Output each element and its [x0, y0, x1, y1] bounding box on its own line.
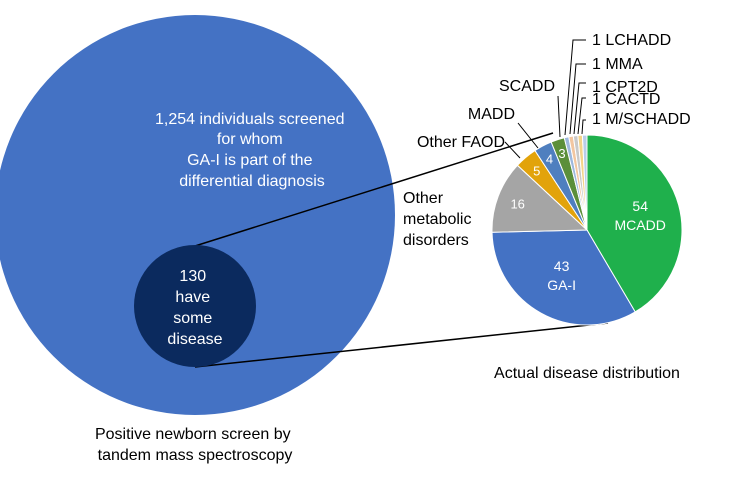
- pie-value-label-line: 54: [632, 198, 648, 214]
- pie-category-label-cpt2d: 1 CPT2D: [592, 79, 658, 96]
- connector-line-bottom: [194, 322, 609, 368]
- pie-value-label-scadd: 3: [558, 146, 565, 161]
- connector-line-top: [194, 132, 554, 247]
- pie-slice-m-schadd: [581, 134, 588, 231]
- pie-value-label-madd: 4: [546, 152, 553, 167]
- disease-text-line: some: [173, 310, 212, 327]
- pie-slice-other-metabolic-disorders: [491, 164, 589, 233]
- pie-category-label-line: 1 CACTD: [592, 91, 660, 108]
- screen-caption: Positive newborn screen by tandem mass s…: [95, 426, 295, 464]
- pie-value-label-ga-i: 43 GA-I: [547, 258, 576, 293]
- pie-category-label-line: disorders: [403, 232, 469, 249]
- disease-text-line: disease: [167, 331, 222, 348]
- pie-slice-mcadd: [586, 134, 683, 313]
- pie-category-label-madd: MADD: [468, 106, 515, 123]
- pie-category-label-line: 1 M/SCHADD: [592, 111, 691, 128]
- disease-pie: [491, 134, 683, 326]
- leader-line-other-faod: [504, 141, 521, 159]
- leader-line-cactd: [577, 97, 586, 135]
- pie-value-label-line: 43: [554, 258, 570, 274]
- pie-category-label-scadd: SCADD: [499, 78, 555, 95]
- disease-text-line: 130: [179, 268, 206, 285]
- pie-category-label-other-faod: Other FAOD: [417, 134, 505, 151]
- pie-value-label-other-faod: 5: [533, 164, 540, 179]
- pie-category-label-line: 1 MMA: [592, 56, 643, 73]
- pie-category-label-line: metabolic: [403, 211, 471, 228]
- screened-text-line: differential diagnosis: [179, 173, 325, 190]
- screened-text-line: GA-I is part of the: [187, 152, 312, 169]
- pie-category-label-other-metabolic-disorders: Other metabolic disorders: [403, 190, 471, 249]
- screen-caption-line: tandem mass spectroscopy: [98, 447, 293, 464]
- disease-text: 130 have some disease: [167, 268, 222, 348]
- pie-category-label-mma: 1 MMA: [592, 56, 643, 73]
- screened-text-line: 1,254 individuals screened: [155, 111, 344, 128]
- screened-text: 1,254 individuals screened for whom GA-I…: [155, 111, 349, 190]
- pie-category-label-line: Other: [403, 190, 444, 207]
- leader-line-m-schadd: [581, 119, 586, 135]
- pie-category-label-line: 1 LCHADD: [592, 32, 671, 49]
- disease-text-line: have: [175, 289, 210, 306]
- screened-circle: [0, 15, 395, 415]
- disease-circle: [134, 245, 256, 367]
- leader-line-mma: [569, 63, 586, 135]
- pie-category-label-line: MADD: [468, 106, 515, 123]
- screen-caption-line: Positive newborn screen by: [95, 426, 291, 443]
- pie-value-label-line: 4: [546, 152, 553, 167]
- pie-category-label-line: Other FAOD: [417, 134, 505, 151]
- leader-line-scadd: [557, 95, 561, 138]
- pie-value-label-line: 5: [533, 164, 540, 179]
- pie-category-label-lchadd: 1 LCHADD: [592, 32, 671, 49]
- pie-category-label-line: 1 CPT2D: [592, 79, 658, 96]
- pie-slice-ga-i: [491, 229, 636, 326]
- pie-value-label-line: 3: [558, 146, 565, 161]
- pie-value-label-mcadd: 54 MCADD: [615, 198, 666, 233]
- pie-value-label-line: GA-I: [547, 277, 576, 293]
- pie-category-label-line: SCADD: [499, 78, 555, 95]
- pie-category-label-cactd: 1 CACTD: [592, 91, 660, 108]
- leader-line-cpt2d: [573, 82, 586, 135]
- pie-value-label-other-metabolic-disorders: 16: [510, 197, 524, 212]
- pie-category-label-m-schadd: 1 M/SCHADD: [592, 111, 691, 128]
- leader-line-lchadd: [564, 39, 586, 136]
- distribution-caption: Actual disease distribution: [494, 365, 680, 382]
- pie-value-label-line: 16: [510, 197, 524, 212]
- pie-value-label-line: MCADD: [615, 217, 666, 233]
- leader-line-madd: [517, 122, 539, 149]
- screened-text-line: for whom: [217, 131, 283, 148]
